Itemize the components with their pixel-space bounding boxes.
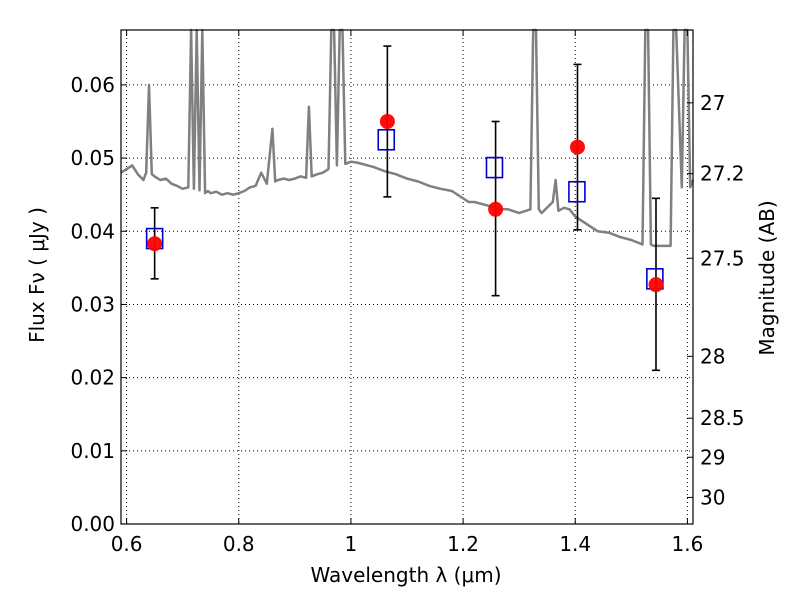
flux-point	[379, 113, 395, 129]
model-spectrum	[120, 28, 695, 248]
y-tick-label: 0.05	[70, 146, 115, 170]
y2-tick-label: 29	[700, 445, 725, 469]
y2-tick-label: 27.2	[700, 162, 745, 186]
model-square-marker	[377, 128, 396, 151]
x-tick-label: 1.6	[671, 532, 703, 556]
y2-tick-label: 27	[700, 91, 725, 115]
x-tick-label: 1.4	[559, 532, 591, 556]
y2-axis-label: Magnitude (AB)	[755, 200, 779, 355]
x-tick-label: 0.8	[223, 532, 255, 556]
x-tick-labels: 0.6 0.8 1 1.2 1.4 1.6	[111, 532, 704, 556]
y-tick-label: 0.00	[70, 512, 115, 536]
x-tick-label: 1.2	[447, 532, 479, 556]
y-tick-labels: 0.00 0.01 0.02 0.03 0.04 0.05 0.06	[70, 73, 115, 536]
observed-flux-points	[147, 113, 664, 293]
x-axis-label: Wavelength λ (μm)	[310, 563, 501, 587]
y2-tick-label: 28	[700, 344, 725, 368]
y2-tick-label: 28.5	[700, 406, 745, 430]
y-tick-label: 0.02	[70, 366, 115, 390]
flux-point	[648, 277, 664, 293]
y-tick-label: 0.03	[70, 292, 115, 316]
x-tick-label: 0.6	[111, 532, 143, 556]
y-axis-label: Flux Fν ( μJy )	[25, 207, 49, 343]
y2-tick-label: 30	[700, 485, 725, 509]
y-tick-label: 0.06	[70, 73, 115, 97]
spectrum-line	[120, 28, 695, 248]
plot-frame	[120, 29, 694, 525]
flux-point	[569, 139, 585, 155]
model-square-marker	[568, 180, 586, 203]
y2-tick-labels: 27 27.2 27.5 28 28.5 29 30	[700, 91, 745, 510]
x-tick-label: 1	[345, 532, 358, 556]
axis-ticks	[121, 30, 693, 525]
flux-point	[147, 236, 163, 252]
y-tick-label: 0.04	[70, 219, 115, 243]
flux-point	[488, 201, 504, 217]
y-tick-label: 0.01	[70, 439, 115, 463]
y2-tick-label: 27.5	[700, 246, 745, 270]
model-square-marker	[485, 156, 504, 179]
